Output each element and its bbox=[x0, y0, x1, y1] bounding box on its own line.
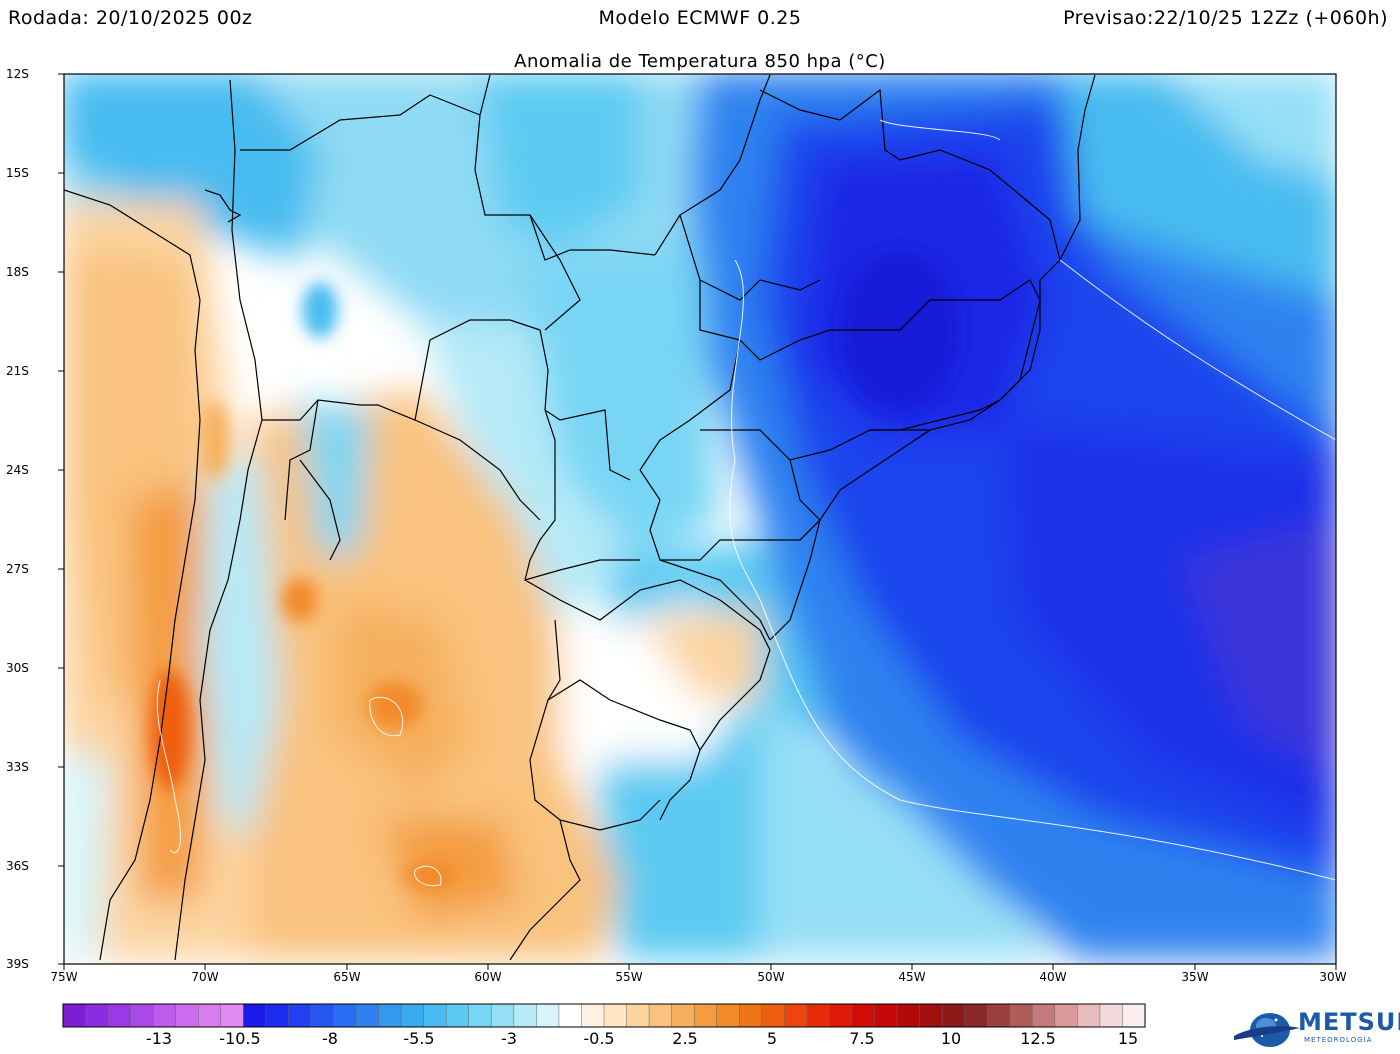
forecast-time-label: Previsao:22/10/25 12Zz (+060h) bbox=[1063, 7, 1388, 29]
colorbar-swatch bbox=[288, 1003, 312, 1028]
lat-label: 33S bbox=[6, 760, 29, 774]
lat-label: 39S bbox=[6, 957, 29, 971]
colorbar-swatch bbox=[941, 1003, 966, 1028]
brand-subtitle: METEOROLOGIA bbox=[1304, 1036, 1373, 1044]
colorbar-label: -5.5 bbox=[403, 1029, 435, 1048]
colorbar-swatch bbox=[874, 1003, 898, 1028]
colorbar-swatch bbox=[62, 1003, 87, 1028]
metsul-logo: METSUL METEOROLOGIA bbox=[1232, 1006, 1400, 1050]
colorbar-swatch bbox=[806, 1003, 830, 1028]
colorbar-swatch bbox=[85, 1003, 109, 1028]
map-title: Anomalia de Temperatura 850 hpa (°C) bbox=[514, 51, 886, 72]
lat-label: 30S bbox=[6, 661, 29, 675]
globe-icon bbox=[1234, 1013, 1300, 1047]
colorbar-label: -8 bbox=[322, 1029, 338, 1048]
colorbar-swatch bbox=[445, 1003, 470, 1028]
colorbar-label: 2.5 bbox=[672, 1029, 698, 1048]
colorbar-swatch bbox=[400, 1003, 425, 1028]
lat-label: 21S bbox=[6, 364, 29, 378]
colorbar-label: 12.5 bbox=[1020, 1029, 1056, 1048]
colorbar-swatch bbox=[558, 1003, 583, 1028]
colorbar-swatch bbox=[152, 1003, 177, 1028]
lon-label: 75W bbox=[50, 970, 78, 984]
colorbar-swatch bbox=[603, 1003, 628, 1028]
lon-label: 40W bbox=[1039, 970, 1067, 984]
colorbar-swatch bbox=[265, 1003, 289, 1028]
colorbar-swatch bbox=[919, 1003, 943, 1028]
lat-label: 27S bbox=[6, 562, 29, 576]
colorbar-swatch bbox=[1077, 1003, 1101, 1028]
lon-label: 70W bbox=[191, 970, 219, 984]
colorbar-swatch bbox=[716, 1003, 740, 1028]
colorbar-swatch bbox=[648, 1003, 673, 1028]
colorbar-label: -3 bbox=[501, 1029, 517, 1048]
colorbar bbox=[62, 1003, 1146, 1028]
colorbar-swatch bbox=[1054, 1003, 1078, 1028]
colorbar-swatch bbox=[130, 1003, 154, 1028]
colorbar-swatch bbox=[896, 1003, 921, 1028]
lon-label: 55W bbox=[615, 970, 643, 984]
colorbar-swatch bbox=[333, 1003, 357, 1028]
colorbar-label: 10 bbox=[940, 1029, 962, 1048]
colorbar-swatch bbox=[220, 1003, 244, 1028]
colorbar-swatch bbox=[964, 1003, 988, 1028]
lat-label: 12S bbox=[6, 67, 29, 81]
lat-label: 15S bbox=[6, 166, 29, 180]
anomaly-field bbox=[64, 74, 1336, 964]
borders bbox=[64, 74, 1096, 961]
lat-label: 18S bbox=[6, 265, 29, 279]
colorbar-swatch bbox=[1032, 1003, 1056, 1028]
colorbar-swatch bbox=[491, 1003, 515, 1028]
colorbar-label: -0.5 bbox=[583, 1029, 615, 1048]
lon-label: 30W bbox=[1319, 970, 1347, 984]
lat-label: 24S bbox=[6, 463, 29, 477]
run-date-label: Rodada: 20/10/2025 00z bbox=[8, 7, 253, 29]
colorbar-swatch bbox=[1099, 1003, 1124, 1028]
colorbar-swatch bbox=[851, 1003, 876, 1028]
colorbar-swatch bbox=[829, 1003, 853, 1028]
colorbar-swatch bbox=[175, 1003, 199, 1028]
lon-label: 65W bbox=[333, 970, 361, 984]
colorbar-swatch bbox=[423, 1003, 447, 1028]
lat-label: 36S bbox=[6, 859, 29, 873]
colorbar-swatch bbox=[536, 1003, 560, 1028]
lon-label: 60W bbox=[474, 970, 502, 984]
colorbar-swatch bbox=[107, 1003, 132, 1028]
colorbar-swatch bbox=[784, 1003, 808, 1028]
colorbar-swatch bbox=[739, 1003, 763, 1028]
colorbar-swatch bbox=[626, 1003, 650, 1028]
colorbar-swatch bbox=[243, 1003, 267, 1028]
colorbar-swatch bbox=[513, 1003, 537, 1028]
brand-name: METSUL bbox=[1298, 1008, 1400, 1036]
colorbar-swatch bbox=[581, 1003, 605, 1028]
lon-label: 45W bbox=[898, 970, 926, 984]
colorbar-swatch bbox=[310, 1003, 335, 1028]
colorbar-swatch bbox=[1122, 1003, 1146, 1028]
colorbar-label: -13 bbox=[145, 1029, 173, 1048]
colorbar-label: 5 bbox=[766, 1029, 778, 1048]
lon-label: 50W bbox=[757, 970, 785, 984]
colorbar-label: -10.5 bbox=[219, 1029, 261, 1048]
colorbar-swatch bbox=[986, 1003, 1011, 1028]
colorbar-swatch bbox=[1009, 1003, 1033, 1028]
colorbar-frame bbox=[62, 1003, 1146, 1028]
colorbar-label: 15 bbox=[1117, 1029, 1139, 1048]
colorbar-swatch bbox=[761, 1003, 785, 1028]
colorbar-label: 7.5 bbox=[849, 1029, 875, 1048]
colorbar-swatch bbox=[468, 1003, 492, 1028]
colorbar-swatch bbox=[378, 1003, 402, 1028]
colorbar-swatch bbox=[355, 1003, 380, 1028]
lon-label: 35W bbox=[1181, 970, 1209, 984]
colorbar-swatch bbox=[671, 1003, 695, 1028]
model-label: Modelo ECMWF 0.25 bbox=[598, 7, 802, 29]
colorbar-swatch bbox=[198, 1003, 222, 1028]
colorbar-swatch bbox=[693, 1003, 718, 1028]
